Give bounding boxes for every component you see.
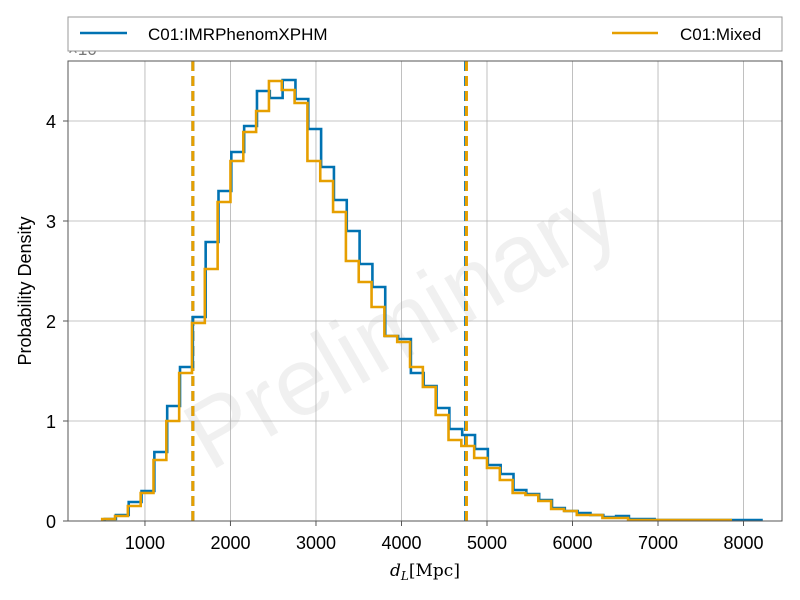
x-tick-label: 4000 — [381, 533, 421, 553]
x-tick-label: 7000 — [638, 533, 678, 553]
histogram-series — [100, 78, 763, 522]
x-tick-label: 3000 — [296, 533, 336, 553]
histogram-series-mixed — [100, 79, 732, 522]
x-tick-label: 6000 — [552, 533, 592, 553]
x-tick-label: 1000 — [125, 533, 165, 553]
legend-label-mixed: C01:Mixed — [680, 25, 761, 44]
y-tick-label: 0 — [46, 512, 56, 532]
x-axis-label-unit: [Mpc] — [409, 561, 460, 581]
x-tick-label: 5000 — [467, 533, 507, 553]
y-tick-label: 2 — [46, 312, 56, 332]
plot-frame — [67, 60, 783, 522]
legend: C01:IMRPhenomXPHM C01:Mixed — [67, 16, 783, 52]
x-axis-label-var: d — [390, 561, 401, 581]
x-tick-label: 8000 — [723, 533, 763, 553]
y-tick-labels: 0 1 2 3 4 — [46, 112, 68, 532]
credible-interval-lines — [191, 61, 468, 521]
x-axis-label-sub: L — [400, 569, 409, 583]
y-tick-label: 4 — [46, 112, 56, 132]
x-axis-label: dL[Mpc] — [390, 561, 460, 583]
y-tick-label: 1 — [46, 412, 56, 432]
x-tick-labels: 1000 2000 3000 4000 5000 6000 7000 8000 — [125, 521, 764, 553]
legend-label-imrphenomxphm: C01:IMRPhenomXPHM — [148, 25, 328, 44]
legend-box — [67, 16, 783, 52]
y-axis-label: Probability Density — [15, 216, 35, 365]
x-tick-label: 2000 — [210, 533, 250, 553]
y-tick-label: 3 — [46, 212, 56, 232]
